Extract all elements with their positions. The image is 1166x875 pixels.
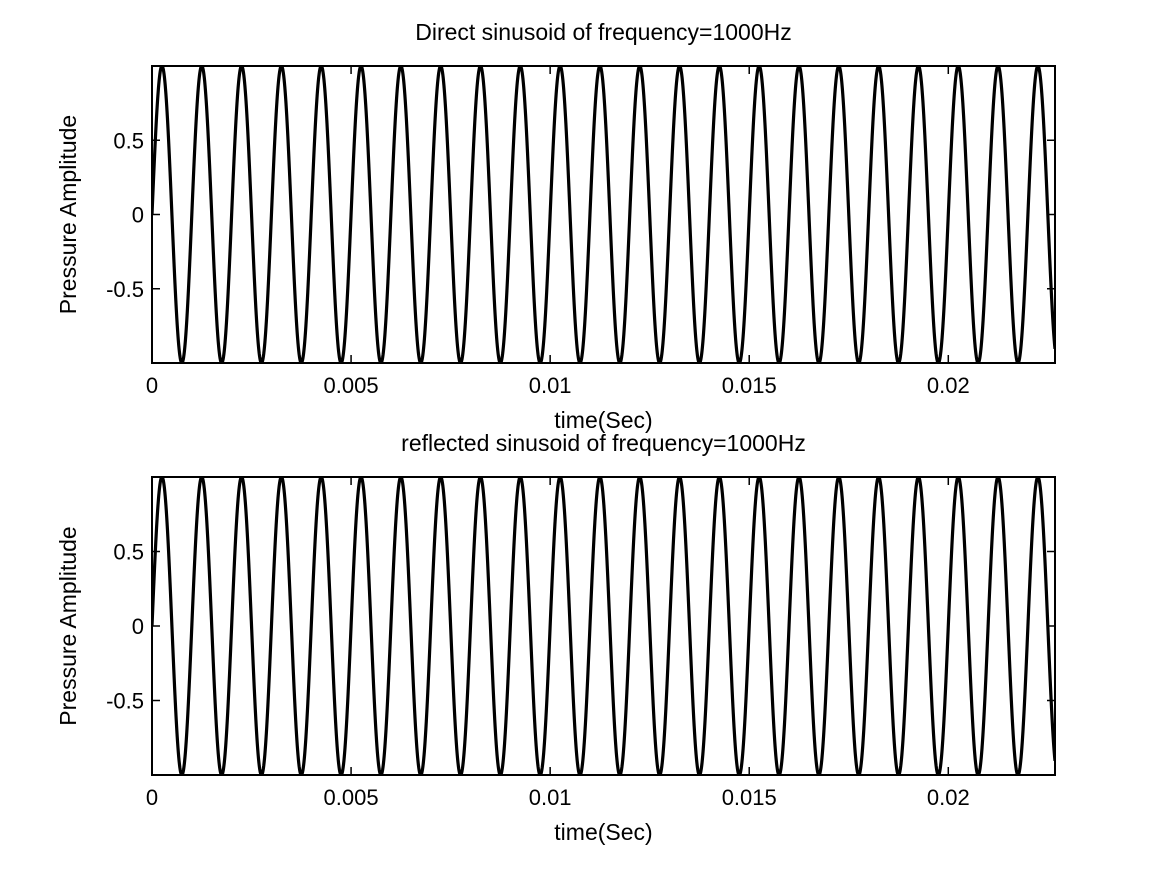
y-tick-label: -0.5: [106, 277, 144, 302]
subplot-1: 0 0.005 0.01 0.015 0.02 0.5 0 -0.5 Direct sinuso…: [55, 19, 1056, 433]
y-axis-label: Pressure Amplitude: [55, 115, 81, 314]
x-tick-label: 0.01: [529, 785, 572, 810]
y-tick-label: 0.5: [113, 540, 144, 565]
x-tick-label: 0.01: [529, 373, 572, 398]
x-tick-label: 0.005: [324, 373, 379, 398]
x-tick-label: 0: [146, 373, 158, 398]
x-axis-label: time(Sec): [554, 407, 652, 433]
y-tick-label: 0: [132, 203, 144, 228]
y-tick-label: -0.5: [106, 689, 144, 714]
series-line-1: [152, 477, 1055, 775]
x-tick-label: 0.02: [927, 785, 970, 810]
x-tick-label: 0: [146, 785, 158, 810]
x-tick-label: 0.005: [324, 785, 379, 810]
y-tick-label: 0.5: [113, 128, 144, 153]
x-tick-label: 0.015: [722, 785, 777, 810]
x-tick-label: 0.02: [927, 373, 970, 398]
chart-title: Direct sinusoid of frequency=1000Hz: [415, 19, 792, 45]
series-line-1: [152, 66, 1055, 363]
x-axis-label: time(Sec): [554, 819, 652, 845]
y-axis-label: Pressure Amplitude: [55, 526, 81, 725]
chart-title: reflected sinusoid of frequency=1000Hz: [401, 430, 806, 456]
subplot-2: 0 0.005 0.01 0.015 0.02 0.5 0 -0.5 reflected sin…: [55, 430, 1056, 845]
x-tick-label: 0.015: [722, 373, 777, 398]
y-tick-label: 0: [132, 614, 144, 639]
